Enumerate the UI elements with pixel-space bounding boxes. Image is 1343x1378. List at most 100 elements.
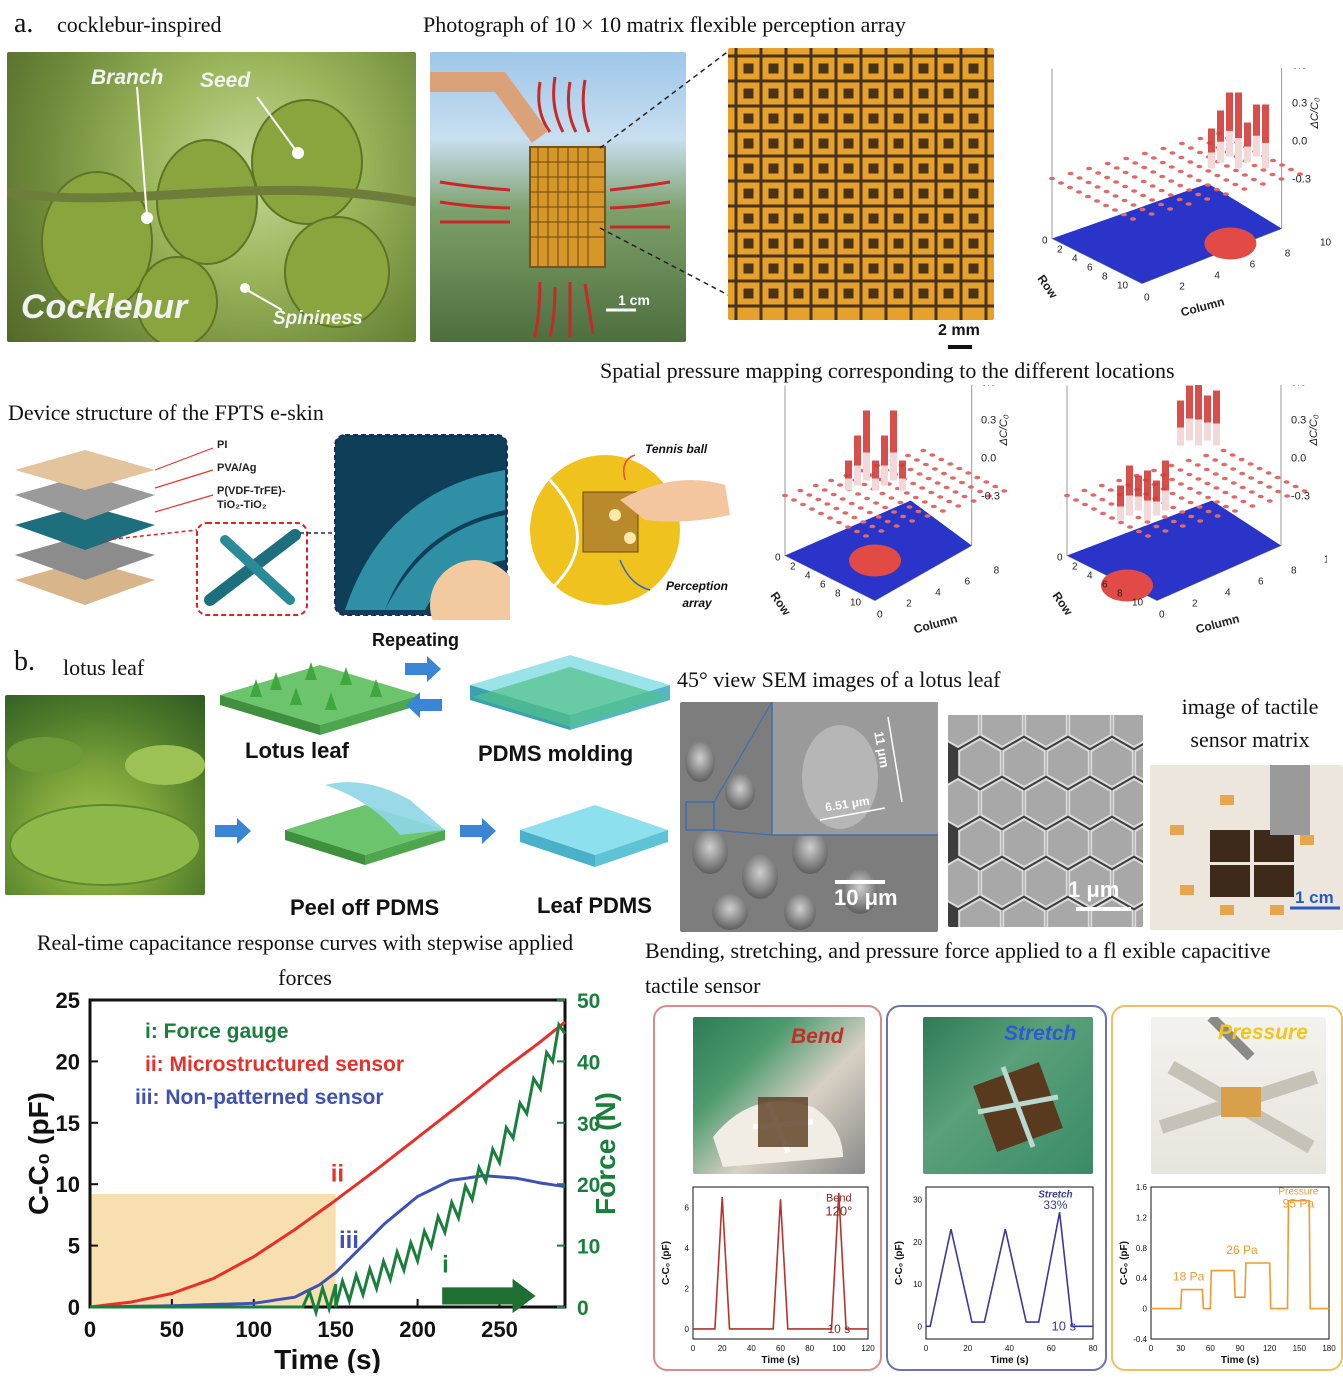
map-dot — [1186, 188, 1193, 192]
map-bar-base — [1253, 135, 1260, 157]
map-dot — [1067, 185, 1073, 190]
map-z-tick: 0.3 — [981, 415, 996, 427]
map-dot — [1123, 156, 1130, 161]
sem-hexagon — [1090, 817, 1134, 869]
map-dot — [1266, 485, 1273, 489]
matrix-cell-pad — [843, 63, 854, 74]
matrix-cell-pad — [793, 163, 804, 174]
map-col-tick: 2 — [906, 599, 912, 610]
map-dot — [1177, 183, 1184, 188]
map-dot — [1212, 472, 1219, 476]
lotus-photo — [5, 695, 205, 895]
map-dot — [904, 453, 911, 458]
matrix-cell-pad — [968, 63, 979, 74]
map-bar — [1262, 104, 1269, 169]
legend-entry-1: ii: Microstructured sensor — [145, 1053, 404, 1076]
map-dot — [1283, 480, 1290, 484]
layer-pvdf: P(VDF-TrFE)- — [217, 485, 286, 497]
map-col-tick: 0 — [1159, 610, 1165, 621]
small-y-label: C-C₀ (pF) — [661, 1241, 672, 1285]
pressure-panel: Pressure 0 30 60 90 120 150 180 -0.4 0 0.4 0.8 1.2 1… — [1111, 1005, 1343, 1371]
map-row-tick: 6 — [820, 580, 826, 591]
small-x-label: Time (s) — [990, 1355, 1028, 1366]
stretch-chart: 0 20 40 60 80 0 10 20 30 Time (s) C-C₀ (pF) Stretch… — [894, 1186, 1098, 1366]
label-cocklebur: Cocklebur — [21, 288, 188, 326]
map-z-label: ΔC/C₀ — [1309, 97, 1321, 129]
map-row-tick: 6 — [1087, 263, 1093, 274]
map-dot — [1241, 187, 1248, 191]
map-dot — [1222, 192, 1229, 196]
map-row-tick: 10 — [1117, 281, 1129, 292]
matrix-cell-pad — [918, 163, 929, 174]
map-row-tick: 4 — [1072, 254, 1078, 265]
map-col-tick: 6 — [964, 577, 970, 588]
map-z-tick: -0.3 — [981, 491, 1000, 503]
map-dot — [1203, 453, 1210, 458]
label-peel-off: Peel off PDMS — [290, 895, 440, 920]
sem-hexagon — [1002, 897, 1046, 927]
map-dot — [920, 448, 927, 453]
map-dot — [1204, 481, 1211, 486]
map-dot — [1212, 458, 1219, 462]
map-dot — [1159, 160, 1166, 165]
map-dot — [1122, 170, 1129, 175]
map-dot — [1082, 502, 1088, 507]
map-dot — [903, 491, 910, 495]
map-dot — [1148, 212, 1155, 216]
device-structure: PI PVA/Ag P(VDF-TrFE)- TiO₂-TiO₂ — [5, 430, 520, 650]
layer-pi: PI — [217, 439, 227, 451]
matrix-cell-pad — [893, 113, 904, 124]
map-dot — [824, 502, 831, 506]
stretch-panel: Stretch 0 20 40 60 80 0 10 20 30 Time (s) C-C₀ (pF… — [886, 1005, 1107, 1371]
map-bar-base — [1217, 141, 1224, 163]
map-dot — [909, 519, 916, 523]
map-dot — [1177, 468, 1184, 472]
map-dot — [937, 495, 944, 499]
matrix-cell-pad — [918, 88, 929, 99]
map-dot — [1213, 486, 1220, 490]
stretch-time-label: 10 s — [1051, 1319, 1076, 1334]
map-dot — [1248, 476, 1255, 480]
small-series-line — [1151, 1199, 1329, 1310]
map-dot — [1239, 485, 1246, 490]
y2-tick-label: 30 — [577, 1113, 600, 1136]
matrix-cell-pad — [968, 263, 979, 274]
small-x-tick: 40 — [1005, 1344, 1014, 1353]
map-bar-base — [1153, 501, 1160, 516]
map3d-top: 0.60.30.0-0.3ΔC/C₀0246810Row0246810Colum… — [1012, 58, 1332, 343]
map-dot — [1001, 489, 1008, 493]
y-tick-label: 10 — [56, 1172, 80, 1197]
map-col-tick: 4 — [1214, 271, 1220, 282]
realtime-chart: 0 50 100 150 200 250 0 5 10 15 20 25 0 10 20 30 40 50 Time… — [10, 985, 630, 1375]
map-dot — [1229, 453, 1236, 457]
small-y-tick: 0 — [685, 1325, 690, 1334]
map-z-tick: 0.0 — [1292, 136, 1307, 148]
small-y-tick: 6 — [685, 1203, 690, 1212]
matrix-cell-pad — [818, 238, 829, 249]
bend-chart-label: Bend — [826, 1192, 852, 1204]
map-dot — [1170, 505, 1177, 510]
map-z-tick: 0.3 — [1292, 98, 1307, 110]
map-dot — [1095, 171, 1102, 175]
pressure-95pa-label: 95 Pa — [1283, 1197, 1315, 1211]
map-dot — [851, 515, 858, 520]
sem-hexagon — [980, 777, 1024, 829]
map-dot — [1121, 212, 1127, 217]
map-dot — [1214, 500, 1220, 504]
map-dot — [915, 509, 922, 514]
map-dot — [1130, 203, 1137, 207]
map-dot — [1162, 529, 1169, 533]
map-dot — [1107, 488, 1114, 492]
map-dot — [1130, 217, 1136, 221]
label-repeating: Repeating — [372, 630, 460, 650]
map-dot — [1196, 150, 1203, 155]
map-dot — [1076, 190, 1082, 194]
map-dot — [929, 453, 936, 457]
matrix-cell-pad — [943, 188, 954, 199]
matrix-cell-pad — [793, 113, 804, 124]
map-dot — [800, 502, 806, 507]
matrix-cell-pad — [793, 213, 804, 224]
map-dot — [833, 506, 840, 511]
map-bar-base — [845, 478, 852, 491]
matrix-cell-pad — [943, 288, 954, 299]
